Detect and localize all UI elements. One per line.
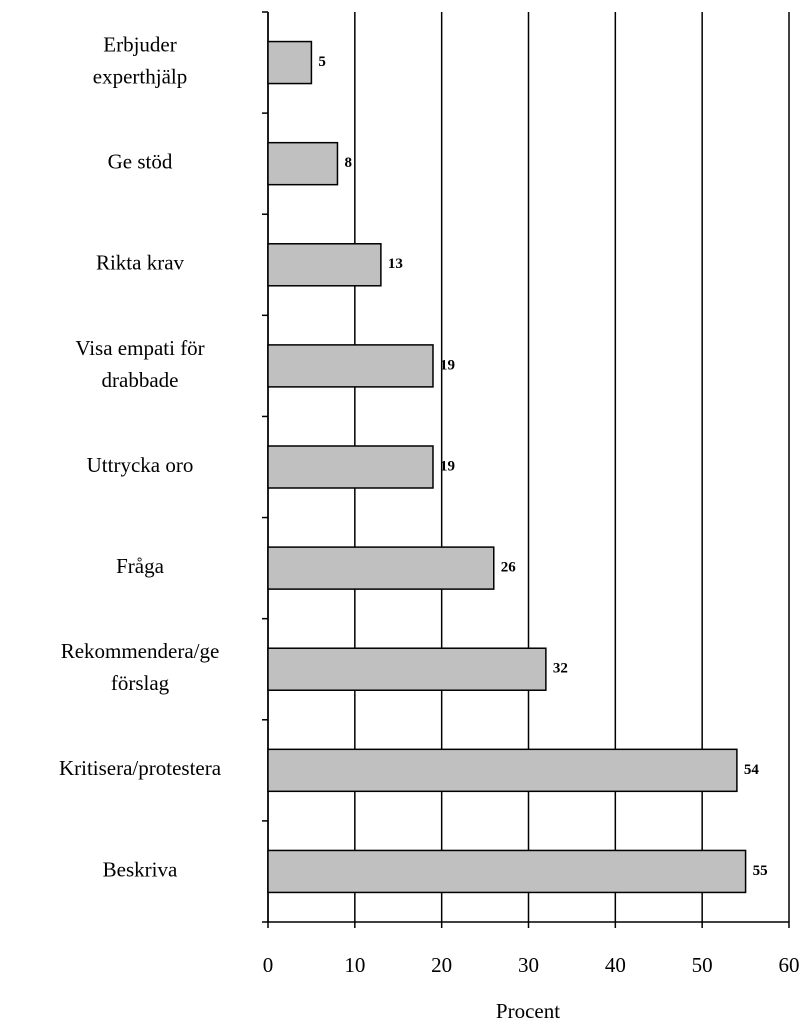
y-tick-label: Ge stöd (108, 149, 173, 173)
y-tick-label: Beskriva (103, 857, 178, 881)
value-label: 5 (318, 54, 326, 70)
value-label: 8 (344, 155, 352, 171)
y-tick-label: Uttrycka oro (87, 453, 194, 477)
bar (267, 445, 434, 489)
bar (267, 141, 339, 186)
x-tick-label: 30 (518, 953, 539, 977)
y-tick-label: Visa empati för drabbade (75, 336, 204, 392)
y-tick-label: Rikta krav (96, 251, 185, 275)
value-label: 55 (753, 863, 768, 879)
bar (267, 546, 495, 590)
bar (267, 849, 747, 894)
value-label: 32 (553, 661, 568, 677)
x-tick-label: 0 (263, 953, 274, 977)
bar (267, 647, 547, 691)
value-label: 26 (501, 560, 517, 576)
y-tick-label: Fråga (116, 554, 164, 578)
bar (267, 748, 738, 793)
x-tick-label: 20 (431, 953, 452, 977)
value-label: 19 (440, 458, 455, 474)
x-tick-label: 10 (344, 953, 365, 977)
x-tick-label: 40 (605, 953, 626, 977)
y-tick-label: Erbjuder experthjälp (93, 32, 187, 88)
value-label: 19 (440, 357, 455, 373)
y-tick-label: Kritisera/protestera (59, 756, 222, 780)
bar (267, 344, 434, 388)
value-label: 13 (388, 256, 403, 272)
x-tick-label: 60 (779, 953, 800, 977)
value-label: 54 (744, 762, 760, 778)
bar (267, 40, 313, 85)
x-tick-label: 50 (692, 953, 713, 977)
bar (267, 243, 382, 287)
x-axis-label: Procent (496, 999, 560, 1023)
y-tick-label: Rekommendera/ge förslag (61, 639, 220, 695)
